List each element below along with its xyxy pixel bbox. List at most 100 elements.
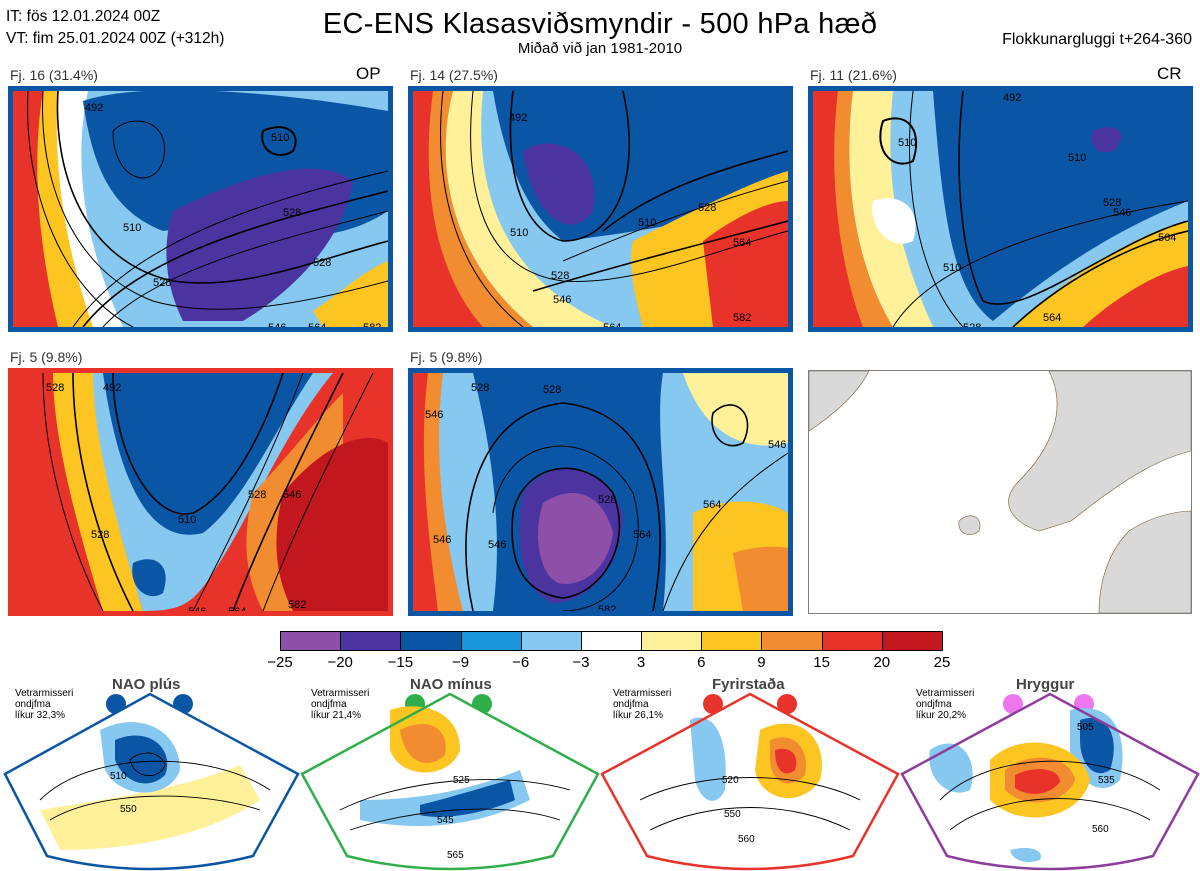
issue-time: IT: fös 12.01.2024 00Z bbox=[6, 8, 161, 25]
cluster-5-label: Fj. 5 (9.8%) bbox=[410, 349, 483, 365]
colorbar-cell bbox=[460, 631, 522, 651]
contour-label: 550 bbox=[724, 809, 741, 820]
cluster-3-label: Fj. 11 (21.6%) bbox=[810, 67, 897, 83]
regime-2-map: 525 545 565 bbox=[300, 692, 600, 871]
cluster-1-map: 492 510 510 528 528 528 546 564 582 bbox=[8, 86, 393, 332]
colorbar-cell bbox=[580, 631, 643, 651]
contour-label: 535 bbox=[1098, 775, 1115, 786]
contour-label: 528 bbox=[543, 384, 561, 396]
regime-4-dot bbox=[1003, 694, 1023, 714]
colorbar-cell bbox=[821, 631, 883, 651]
contour-label: 564 bbox=[1043, 312, 1061, 324]
contour-label: 546 bbox=[553, 294, 571, 306]
cluster-1-label: Fj. 16 (31.4%) bbox=[10, 67, 98, 83]
cluster-2-svg: 492 510 510 528 528 546 564 564 582 bbox=[413, 91, 788, 327]
contour-label: 546 bbox=[268, 322, 286, 327]
valid-time: VT: fim 25.01.2024 00Z (+312h) bbox=[6, 30, 225, 47]
contour-label: 546 bbox=[283, 489, 301, 501]
colorbar-cell bbox=[641, 631, 703, 651]
contour-label: 564 bbox=[733, 237, 751, 249]
colorbar-cell bbox=[881, 631, 943, 651]
colorbar-cell bbox=[400, 631, 462, 651]
contour-label: 546 bbox=[1113, 207, 1131, 219]
cluster-1-tag: OP bbox=[356, 64, 381, 83]
contour-label: 492 bbox=[85, 102, 103, 114]
cluster-3-map: 492 510 510 510 528 528 546 564 564 bbox=[808, 86, 1193, 332]
cluster-2-label: Fj. 14 (27.5%) bbox=[410, 67, 498, 83]
contour-label: 505 bbox=[1077, 722, 1094, 733]
cluster-5-map: 546 528 528 528 546 546 546 564 564 582 bbox=[408, 368, 793, 616]
contour-label: 510 bbox=[1068, 152, 1086, 164]
contour-label: 510 bbox=[638, 217, 656, 229]
contour-label: 560 bbox=[1092, 824, 1109, 835]
colorbar-tick: −15 bbox=[387, 654, 414, 671]
contour-label: 565 bbox=[447, 850, 464, 861]
regime-3-title: Fyrirstaða bbox=[712, 676, 785, 693]
colorbar-cell bbox=[280, 631, 342, 651]
colorbar-cell bbox=[701, 631, 763, 651]
contour-label: 564 bbox=[1158, 232, 1176, 244]
reference-map bbox=[808, 370, 1192, 614]
contour-label: 525 bbox=[453, 775, 470, 786]
contour-label: 564 bbox=[703, 499, 721, 511]
page-title: EC-ENS Klasasviðsmyndir - 500 hPa hæð bbox=[322, 8, 878, 40]
cluster-1-svg: 492 510 510 528 528 528 546 564 582 bbox=[13, 91, 388, 327]
contour-label: 582 bbox=[598, 604, 616, 611]
contour-label: 582 bbox=[733, 312, 751, 324]
cluster-3-tag: CR bbox=[1157, 64, 1182, 83]
contour-label: 528 bbox=[248, 489, 266, 501]
regime-1-title: NAO plús bbox=[112, 676, 181, 693]
contour-label: 564 bbox=[308, 322, 326, 327]
contour-label: 528 bbox=[551, 270, 569, 282]
contour-label: 528 bbox=[91, 529, 109, 541]
contour-label: 510 bbox=[178, 514, 196, 526]
colorbar-tick: 20 bbox=[873, 654, 891, 671]
clustering-window: Flokkunargluggi t+264-360 bbox=[1002, 31, 1192, 48]
contour-label: 528 bbox=[313, 257, 331, 269]
colorbar-tick: −6 bbox=[512, 654, 530, 671]
contour-label: 582 bbox=[363, 322, 381, 327]
contour-label: 564 bbox=[228, 606, 246, 611]
colorbar-tick: −3 bbox=[572, 654, 590, 671]
contour-label: 510 bbox=[271, 132, 289, 144]
colorbar-cell bbox=[340, 631, 402, 651]
contour-label: 510 bbox=[123, 222, 141, 234]
cluster-3-svg: 492 510 510 510 528 528 546 564 564 bbox=[813, 91, 1188, 327]
regime-2-info: Vetrarmisseri ondjfma líkur 21,4% bbox=[311, 688, 370, 721]
regime-2-title: NAO mínus bbox=[410, 676, 492, 693]
contour-label: 528 bbox=[46, 382, 64, 394]
colorbar-cell bbox=[761, 631, 823, 651]
contour-label: 546 bbox=[425, 409, 443, 421]
contour-label: 560 bbox=[738, 834, 755, 845]
contour-label: 545 bbox=[437, 815, 454, 826]
colorbar-tick: 6 bbox=[697, 654, 706, 671]
colorbar-tick: 3 bbox=[636, 654, 646, 671]
contour-label: 582 bbox=[288, 599, 306, 611]
contour-label: 528 bbox=[963, 322, 981, 327]
contour-label: 492 bbox=[1003, 92, 1021, 104]
contour-label: 528 bbox=[471, 382, 489, 394]
regime-4-map: 505 535 560 bbox=[900, 692, 1200, 871]
contour-label: 550 bbox=[120, 804, 137, 815]
colorbar-tick: 15 bbox=[813, 654, 830, 671]
regime-4-title: Hryggur bbox=[1016, 676, 1075, 693]
regime-1-map: 510 550 bbox=[3, 692, 300, 871]
regime-3-info: Vetrarmisseri ondjfma líkur 26,1% bbox=[613, 688, 672, 721]
colorbar-tick: 25 bbox=[933, 654, 951, 671]
colorbar-tick: 9 bbox=[757, 654, 766, 671]
cluster-4-map: 528 492 510 528 528 546 546 564 582 bbox=[8, 368, 393, 616]
cluster-2-map: 492 510 510 528 528 546 564 564 582 bbox=[408, 86, 793, 332]
regime-3-map: 520 550 560 bbox=[600, 692, 900, 871]
regime-4-info: Vetrarmisseri ondjfma líkur 20,2% bbox=[916, 688, 975, 721]
contour-label: 564 bbox=[603, 322, 621, 327]
contour-label: 528 bbox=[1103, 197, 1121, 209]
regime-3-dot bbox=[777, 694, 797, 714]
regime-maps: 510 550 525 545 565 520 550 560 bbox=[3, 692, 1200, 871]
contour-label: 546 bbox=[488, 539, 506, 551]
cluster-5-svg: 546 528 528 528 546 546 546 564 564 582 bbox=[413, 373, 788, 611]
regime-3-dot bbox=[703, 694, 723, 714]
contour-label: 528 bbox=[153, 277, 171, 289]
contour-label: 546 bbox=[188, 606, 206, 611]
contour-label: 546 bbox=[768, 439, 786, 451]
contour-label: 564 bbox=[633, 529, 651, 541]
